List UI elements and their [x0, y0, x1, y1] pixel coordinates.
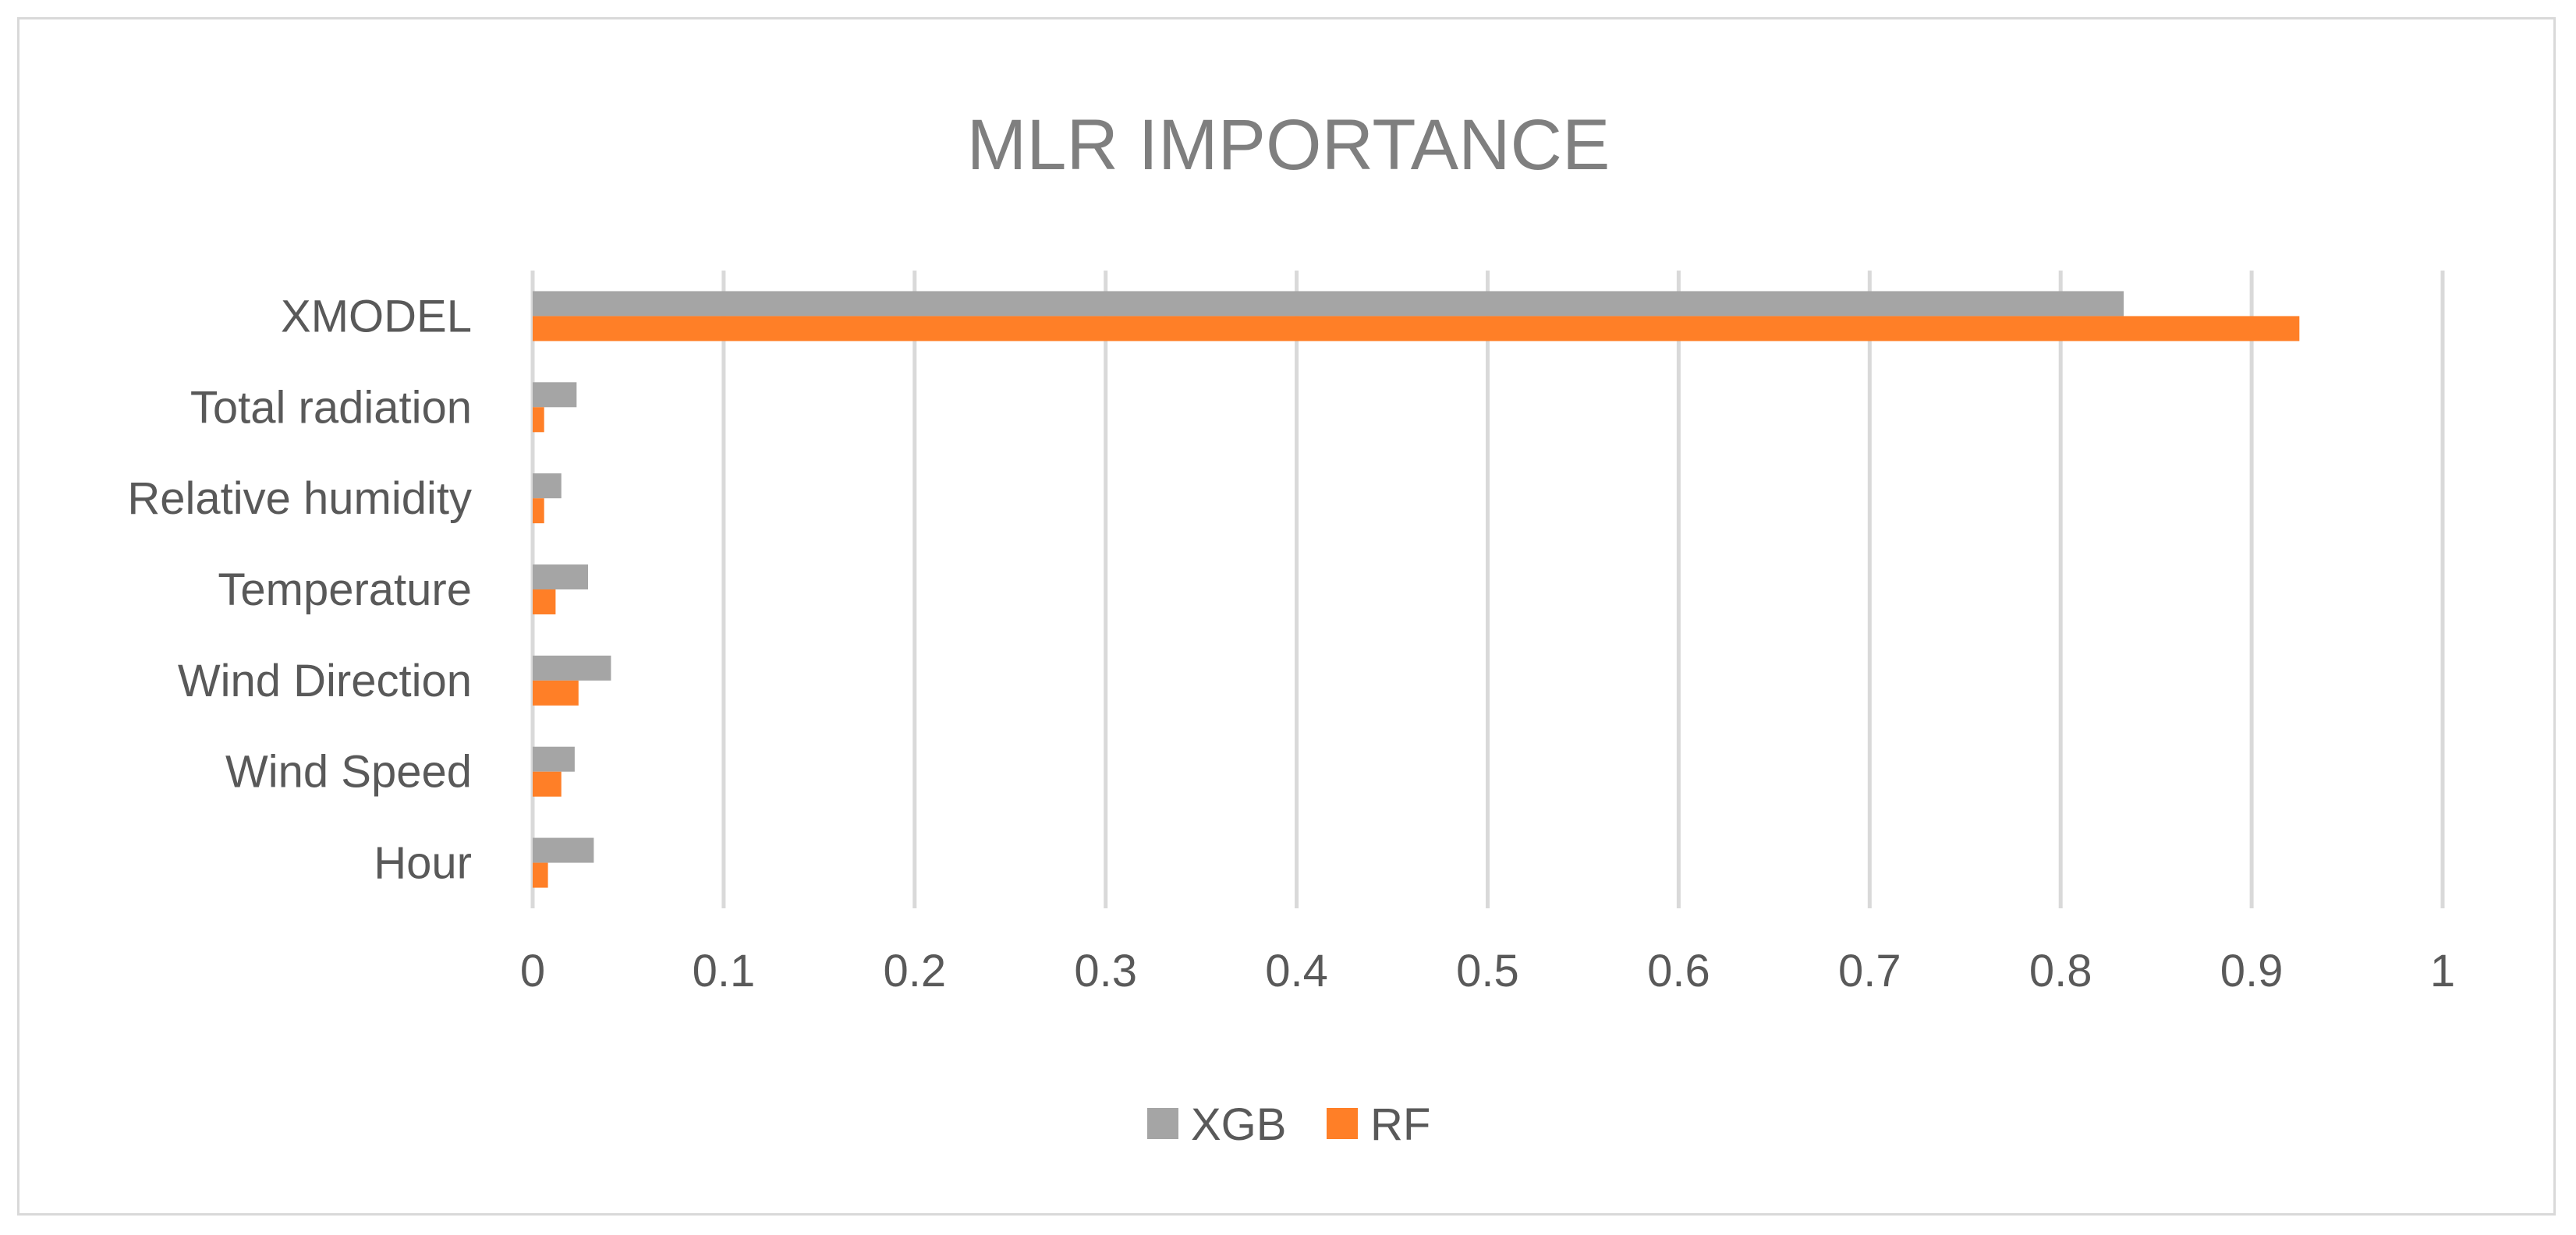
bar-xgb-2: [533, 655, 611, 681]
legend-label-rf: RF: [1370, 1099, 1430, 1150]
category-label-2: Wind Direction: [178, 656, 472, 706]
category-label-3: Temperature: [218, 564, 472, 615]
x-tick-label-2: 0.2: [883, 946, 946, 996]
chart-svg: MLR IMPORTANCE Hour Wind Speed Wind Direct…: [127, 105, 2455, 1150]
chart-title: MLR IMPORTANCE: [967, 105, 1610, 185]
x-tick-label-4: 0.4: [1265, 946, 1328, 996]
bar-xgb-6: [533, 291, 2124, 317]
x-tick-label-6: 0.6: [1647, 946, 1710, 996]
x-tick-label-10: 1: [2430, 946, 2455, 996]
x-tick-label-5: 0.5: [1456, 946, 1519, 996]
bar-rf-6: [533, 316, 2300, 341]
bar-rf-0: [533, 862, 548, 888]
bar-rf-5: [533, 407, 544, 433]
legend-swatch-xgb: [1147, 1108, 1178, 1139]
x-axis-tick-labels: 0 0.1 0.2 0.3 0.4 0.5 0.6 0.7 0.8 0.9 1: [520, 946, 2455, 996]
bar-rf-4: [533, 498, 544, 524]
legend: XGB RF: [1147, 1099, 1430, 1150]
category-label-0: Hour: [374, 838, 472, 889]
category-labels: Hour Wind Speed Wind Direction Temperature R…: [127, 291, 472, 888]
legend-label-xgb: XGB: [1191, 1099, 1287, 1150]
x-tick-label-3: 0.3: [1074, 946, 1137, 996]
legend-swatch-rf: [1327, 1108, 1358, 1139]
x-tick-label-7: 0.7: [1838, 946, 1901, 996]
x-tick-label-1: 0.1: [693, 946, 756, 996]
category-label-5: Total radiation: [190, 382, 472, 433]
bar-rf-1: [533, 771, 562, 797]
gridlines: [530, 271, 2445, 908]
x-tick-label-0: 0: [520, 946, 545, 996]
category-label-1: Wind Speed: [225, 747, 472, 798]
bar-xgb-4: [533, 473, 562, 499]
bar-xgb-5: [533, 382, 577, 408]
bar-xgb-0: [533, 837, 594, 863]
x-tick-label-9: 0.9: [2220, 946, 2284, 996]
bar-rf-3: [533, 589, 556, 614]
bar-rf-2: [533, 680, 579, 706]
category-label-4: Relative humidity: [127, 473, 472, 524]
bar-xgb-1: [533, 746, 575, 772]
x-tick-label-8: 0.8: [2029, 946, 2092, 996]
category-label-6: XMODEL: [281, 291, 472, 341]
bar-xgb-3: [533, 564, 589, 589]
bars: [533, 291, 2300, 888]
chart-frame: MLR IMPORTANCE Hour Wind Speed Wind Direct…: [17, 17, 2556, 1216]
